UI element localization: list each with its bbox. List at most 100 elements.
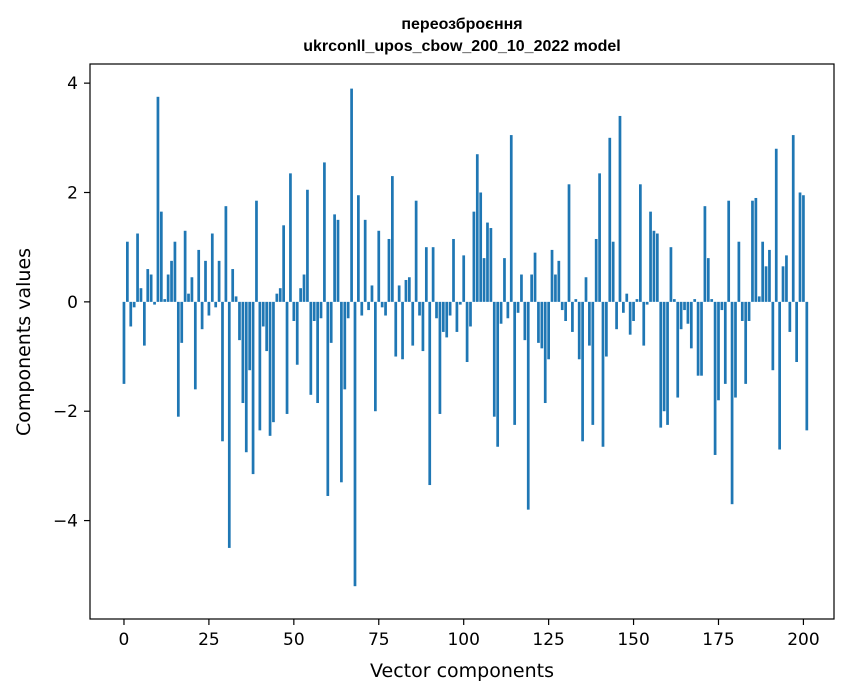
- bar-component-59: [323, 162, 326, 302]
- bar-component-100: [462, 255, 466, 302]
- bar-component-164: [679, 301, 683, 330]
- bar-component-26: [210, 233, 214, 302]
- bar-component-111: [499, 301, 503, 324]
- bar-component-124: [543, 301, 547, 404]
- bar-component-123: [540, 301, 544, 349]
- bar-component-58: [319, 301, 323, 319]
- bar-component-185: [751, 200, 754, 302]
- bar-component-162: [672, 299, 676, 302]
- bar-component-151: [635, 299, 639, 302]
- bar-component-156: [652, 230, 656, 302]
- x-tick-label: 100: [447, 630, 479, 650]
- bar-component-197: [791, 135, 795, 302]
- bar-component-128: [557, 260, 561, 302]
- bar-component-75: [377, 230, 381, 302]
- x-tick-label: 200: [787, 630, 819, 650]
- bar-component-158: [659, 301, 663, 428]
- bar-component-65: [343, 301, 347, 390]
- bar-component-184: [747, 301, 751, 321]
- bar-component-30: [224, 206, 228, 302]
- bar-component-28: [217, 260, 221, 302]
- bar-component-130: [564, 301, 567, 321]
- bar-component-112: [503, 258, 506, 302]
- bar-component-85: [411, 301, 415, 346]
- bar-component-8: [149, 274, 153, 302]
- bar-component-16: [176, 301, 180, 417]
- bar-component-39: [255, 200, 258, 302]
- bar-component-13: [166, 274, 170, 302]
- bar-component-2: [129, 301, 133, 327]
- bar-component-171: [703, 206, 707, 302]
- bar-component-179: [730, 301, 734, 505]
- bar-component-78: [387, 238, 391, 302]
- x-axis-ticks: 0 25 50 75 100 125 150 175 200: [119, 619, 820, 650]
- bar-component-55: [309, 301, 313, 395]
- bar-component-94: [441, 301, 445, 332]
- bar-component-155: [649, 211, 652, 302]
- bar-component-195: [785, 255, 788, 302]
- bar-component-60: [326, 301, 330, 496]
- bar-component-177: [723, 301, 727, 384]
- bar-component-7: [146, 269, 150, 302]
- bar-component-189: [764, 266, 768, 302]
- bar-component-140: [598, 173, 601, 302]
- bar-component-165: [683, 301, 686, 311]
- bar-component-120: [530, 274, 533, 302]
- bar-component-98: [455, 301, 459, 332]
- bar-component-48: [285, 301, 289, 414]
- bar-component-154: [645, 301, 649, 305]
- bar-component-27: [214, 301, 218, 308]
- bar-component-43: [268, 301, 272, 436]
- bar-component-118: [523, 301, 527, 341]
- bar-component-53: [302, 274, 306, 302]
- bar-component-88: [421, 301, 425, 352]
- bar-component-122: [537, 301, 540, 343]
- bar-component-104: [475, 154, 479, 302]
- bar-component-143: [608, 137, 612, 302]
- bar-component-54: [306, 189, 309, 302]
- bar-component-89: [424, 247, 428, 302]
- bar-component-66: [346, 301, 350, 319]
- bar-component-110: [496, 301, 500, 447]
- bar-component-186: [754, 197, 758, 302]
- bar-component-147: [622, 301, 625, 313]
- bar-component-172: [706, 258, 710, 302]
- bar-component-11: [159, 211, 163, 302]
- bar-component-170: [700, 301, 703, 376]
- bar-component-36: [244, 301, 248, 453]
- bar-component-102: [469, 301, 472, 327]
- bar-component-138: [591, 301, 595, 425]
- bar-component-201: [805, 301, 809, 431]
- bar-component-178: [727, 200, 731, 302]
- bar-component-141: [601, 301, 605, 447]
- bar-component-56: [312, 301, 316, 321]
- y-tick-label: 4: [67, 74, 78, 94]
- bar-component-35: [241, 301, 245, 404]
- bar-component-187: [757, 296, 761, 302]
- bar-component-0: [122, 301, 126, 384]
- bar-component-29: [221, 301, 224, 442]
- chart-title-line2: ukrconll_upos_cbow_200_10_2022 model: [303, 38, 620, 55]
- y-axis-ticks: −4 −2 0 2 4: [53, 74, 90, 532]
- y-tick-label: −2: [53, 402, 78, 422]
- bar-component-196: [788, 301, 792, 332]
- bar-component-20: [190, 277, 194, 302]
- bar-component-169: [696, 301, 700, 376]
- chart-title-line1: переозброєння: [401, 16, 522, 33]
- y-tick-label: 2: [67, 183, 78, 203]
- bar-component-175: [717, 301, 720, 401]
- bar-component-163: [676, 301, 680, 398]
- bar-component-193: [778, 301, 781, 450]
- bar-component-119: [526, 301, 530, 510]
- bar-component-72: [367, 301, 370, 311]
- bar-component-67: [350, 88, 353, 302]
- bar-component-6: [143, 301, 146, 346]
- bar-component-131: [567, 184, 571, 302]
- x-axis-label: Vector components: [370, 660, 554, 682]
- bar-component-21: [193, 301, 197, 390]
- bar-component-107: [486, 222, 489, 302]
- bar-component-76: [380, 301, 384, 308]
- bar-component-96: [448, 301, 452, 316]
- bar-component-19: [187, 293, 190, 302]
- bar-component-95: [445, 301, 449, 338]
